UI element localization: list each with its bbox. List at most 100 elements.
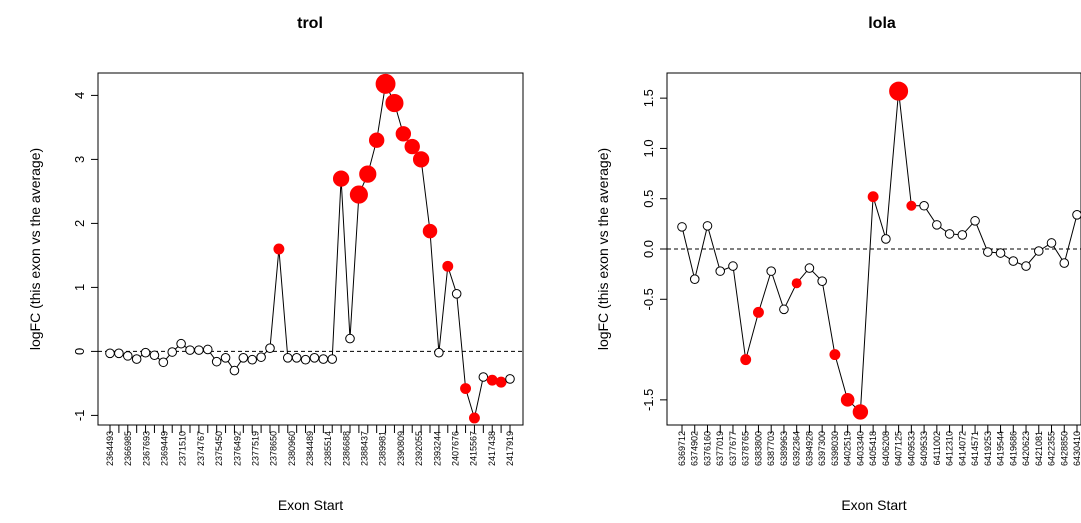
significant-point [868, 192, 878, 202]
data-point [1009, 257, 1018, 266]
x-tick-label: 2371510 [178, 431, 188, 466]
x-tick-label: 6421081 [1034, 431, 1044, 466]
data-point [141, 348, 150, 357]
data-point [818, 277, 827, 286]
data-point [780, 305, 789, 314]
data-point [150, 351, 159, 360]
data-point [310, 354, 319, 363]
x-tick-label: 2386688 [341, 431, 351, 466]
x-tick-label: 6383800 [753, 431, 763, 466]
x-tick-label: 6419544 [996, 431, 1006, 466]
data-point [1022, 262, 1031, 271]
data-point [230, 366, 239, 375]
data-point [203, 345, 212, 354]
significant-point [360, 166, 376, 182]
significant-point [487, 375, 497, 385]
x-tick-label: 2377519 [250, 431, 260, 466]
significant-point [830, 350, 840, 360]
x-tick-label: 6419253 [983, 431, 993, 466]
x-tick-label: 2374767 [196, 431, 206, 466]
data-point [678, 223, 687, 232]
x-tick-label: 2392055 [414, 431, 424, 466]
data-point [292, 354, 301, 363]
data-point [239, 354, 248, 363]
x-tick-label: 2376492 [232, 431, 242, 466]
x-tick-label: 6407125 [894, 431, 904, 466]
y-tick-label: 4 [72, 92, 87, 99]
data-point [805, 264, 814, 273]
x-tick-label: 2415567 [469, 431, 479, 466]
x-tick-label: 6369712 [677, 431, 687, 466]
y-tick-label: 3 [72, 156, 87, 163]
x-tick-label: 2389981 [378, 431, 388, 466]
x-tick-label: 6389963 [779, 431, 789, 466]
significant-point [853, 405, 867, 419]
data-point [452, 290, 461, 299]
x-tick-label: 6419686 [1008, 431, 1018, 466]
data-point [177, 339, 186, 348]
x-tick-label: 2417438 [487, 431, 497, 466]
y-tick-label: -1.5 [641, 389, 656, 411]
x-tick-label: 6403340 [855, 431, 865, 466]
x-tick-label: 6392364 [792, 431, 802, 466]
y-tick-label: 1.0 [641, 139, 656, 157]
x-axis-label: Exon Start [278, 497, 343, 513]
x-tick-label: 6394928 [804, 431, 814, 466]
significant-point [469, 413, 479, 423]
data-point [882, 235, 891, 244]
significant-point [423, 224, 437, 238]
x-tick-label: 6374902 [690, 431, 700, 466]
significant-point [405, 139, 419, 153]
significant-point [907, 201, 916, 210]
data-point [479, 373, 488, 382]
data-point [212, 357, 221, 366]
data-point [506, 375, 515, 384]
data-point [435, 348, 444, 357]
x-tick-label: 2369449 [160, 431, 170, 466]
data-point [920, 201, 929, 210]
x-tick-label: 6402519 [843, 431, 853, 466]
y-axis-label: logFC (this exon vs the average) [595, 148, 611, 350]
y-tick-label: -1 [72, 410, 87, 422]
x-tick-label: 6420623 [1021, 431, 1031, 466]
data-point [1060, 259, 1069, 268]
data-point [729, 262, 738, 271]
y-tick-label: 1.5 [641, 89, 656, 107]
data-point [319, 355, 328, 364]
data-point [195, 346, 204, 355]
significant-point [496, 377, 506, 387]
x-tick-label: 6387703 [766, 431, 776, 466]
significant-point [461, 384, 471, 394]
chart-title: trol [297, 15, 323, 32]
series-line [110, 84, 510, 418]
significant-point [350, 186, 367, 203]
x-tick-label: 6411002 [932, 431, 942, 465]
x-tick-label: 2375450 [214, 431, 224, 466]
x-tick-label: 6409533 [919, 431, 929, 466]
y-tick-label: 0 [72, 348, 87, 355]
data-point [266, 344, 275, 353]
x-tick-label: 6409533 [906, 431, 916, 466]
data-point [945, 230, 954, 239]
data-point [971, 217, 980, 226]
x-tick-label: 6397300 [817, 431, 827, 466]
significant-point [754, 307, 764, 317]
x-tick-label: 6377019 [715, 431, 725, 466]
x-tick-label: 2417919 [505, 431, 515, 466]
y-tick-label: -0.5 [641, 288, 656, 310]
x-tick-label: 6405418 [868, 431, 878, 466]
series-line [682, 91, 1077, 412]
x-tick-label: 6414571 [970, 431, 980, 466]
x-tick-label: 6378765 [741, 431, 751, 466]
data-point [221, 354, 230, 363]
data-point [933, 221, 942, 230]
data-point [767, 267, 776, 276]
x-tick-label: 6414072 [957, 431, 967, 466]
x-tick-label: 6422355 [1047, 431, 1057, 466]
x-tick-label: 6428850 [1059, 431, 1069, 466]
y-axis-label: logFC (this exon vs the average) [27, 148, 43, 350]
significant-point [890, 82, 908, 100]
data-point [257, 353, 266, 362]
y-tick-label: 1 [72, 284, 87, 291]
